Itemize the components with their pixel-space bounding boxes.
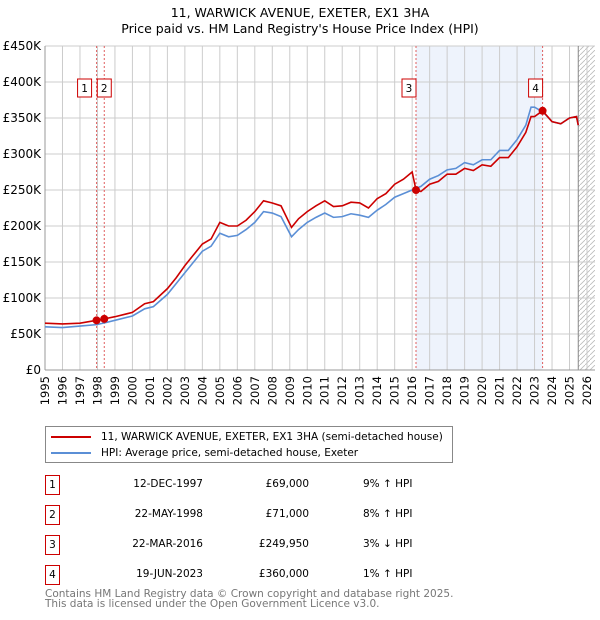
x-tick-label: 2006 [230,376,244,405]
sale-number-badge: 4 [45,565,60,585]
sale-price: £360,000 [258,568,309,580]
x-tick-label: 2025 [563,376,577,405]
sale-date: 22-MAR-2016 [132,538,203,550]
sale-number-badge: 3 [45,535,60,555]
sale-hpi-diff: 9% ↑ HPI [363,478,413,490]
x-tick-label: 2018 [440,376,454,405]
sale-label-box: 4 [528,78,544,98]
sale-date: 19-JUN-2023 [136,568,203,580]
sale-price: £71,000 [265,508,309,520]
shaded-period [416,46,543,370]
sale-row: 1 12-DEC-1997 £69,000 9% ↑ HPI [45,475,445,495]
x-tick-label: 1997 [73,376,87,405]
y-tick-label: £200K [3,219,43,233]
chart-subtitle: Price paid vs. HM Land Registry's House … [121,21,479,36]
sale-number-badge: 2 [45,505,60,525]
footer: Contains HM Land Registry data © Crown c… [45,588,454,610]
y-tick-label: £300K [3,147,43,161]
x-tick-label: 2009 [283,376,297,405]
y-tick-label: £50K [10,327,42,341]
x-tick-label: 2003 [178,376,192,405]
sale-label-box: 3 [401,78,417,98]
x-tick-label: 2011 [318,376,332,405]
x-tick-label: 2021 [493,376,507,405]
x-tick-label: 2012 [335,376,349,405]
y-tick-label: £350K [3,111,43,125]
sale-hpi-diff: 1% ↑ HPI [363,568,413,580]
x-tick-label: 2015 [388,376,402,405]
y-tick-label: £0 [26,363,41,377]
x-tick-label: 2014 [370,376,384,405]
sale-price: £69,000 [265,478,309,490]
sale-label-box: 2 [96,78,112,98]
x-tick-label: 2019 [458,376,472,405]
sale-hpi-diff: 8% ↑ HPI [363,508,413,520]
legend-label: HPI: Average price, semi-detached house,… [101,447,359,459]
sale-number-badge: 1 [45,475,60,495]
legend-item-hpi: HPI: Average price, semi-detached house,… [51,446,358,460]
x-tick-label: 2002 [160,376,174,405]
sale-row: 3 22-MAR-2016 £249,950 3% ↓ HPI [45,535,445,555]
x-tick-label: 1998 [90,376,104,405]
x-tick-label: 2010 [300,376,314,405]
sale-date: 12-DEC-1997 [133,478,203,490]
hpi-line [44,106,580,329]
sale-date: 22-MAY-1998 [134,508,203,520]
legend-swatch-blue [51,452,91,454]
legend: 11, WARWICK AVENUE, EXETER, EX1 3HA (sem… [45,426,453,463]
sale-point [92,316,101,325]
legend-item-property: 11, WARWICK AVENUE, EXETER, EX1 3HA (sem… [51,430,443,444]
x-tick-label: 2022 [510,376,524,405]
sale-point [412,186,421,195]
x-tick-label: 2023 [528,376,542,405]
sale-price: £249,950 [258,538,309,550]
x-tick-label: 2016 [405,376,419,405]
sale-label-box: 1 [77,78,93,98]
chart-title: 11, WARWICK AVENUE, EXETER, EX1 3HA [170,5,430,20]
legend-label: 11, WARWICK AVENUE, EXETER, EX1 3HA (sem… [101,431,443,443]
x-tick-label: 1995 [38,376,52,405]
x-tick-label: 2000 [125,376,139,405]
x-tick-label: 2026 [580,376,594,405]
x-tick-label: 2008 [265,376,279,405]
x-tick-label: 2024 [545,376,559,405]
y-tick-label: £250K [3,183,43,197]
y-tick-label: £100K [3,291,43,305]
footer-line1: Contains HM Land Registry data © Crown c… [45,588,454,600]
sale-hpi-diff: 3% ↓ HPI [363,538,413,550]
sale-row: 4 19-JUN-2023 £360,000 1% ↑ HPI [45,565,445,585]
sale-point [538,106,547,115]
footer-line2: This data is licensed under the Open Gov… [45,598,380,610]
x-tick-label: 2004 [195,376,209,405]
sale-label: 1 [81,83,88,95]
y-tick-label: £150K [3,255,43,269]
price-chart: £0 £50K £100K £150K £200K £250K £300K £350K £400… [3,39,595,405]
x-tick-label: 2013 [353,376,367,405]
x-tick-label: 2001 [143,376,157,405]
y-tick-label: £450K [3,39,43,53]
legend-swatch-red [51,436,91,438]
x-tick-label: 1996 [55,376,69,405]
y-tick-label: £400K [3,75,43,89]
property-price-line [44,109,580,325]
sale-point [100,314,109,323]
x-tick-label: 2005 [213,376,227,405]
sale-label: 2 [101,83,108,95]
sale-label: 4 [532,83,539,95]
x-tick-label: 2020 [475,376,489,405]
sale-label: 3 [406,83,413,95]
x-tick-label: 2007 [248,376,262,405]
x-tick-label: 2017 [423,376,437,405]
x-tick-label: 1999 [108,376,122,405]
sale-row: 2 22-MAY-1998 £71,000 8% ↑ HPI [45,505,445,525]
